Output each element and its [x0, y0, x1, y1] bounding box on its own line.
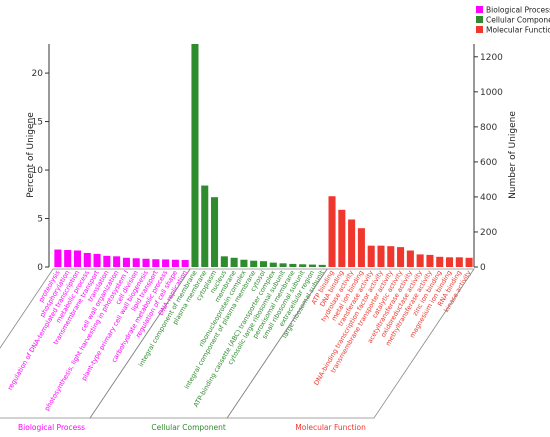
bar: [191, 44, 199, 267]
bar: [240, 259, 248, 267]
legend-label: Molecular Function: [486, 26, 550, 35]
bar: [250, 260, 258, 267]
bar: [465, 257, 473, 267]
bar: [220, 256, 228, 267]
right-tick-label: 200: [480, 228, 497, 238]
bar: [445, 257, 454, 267]
bar: [73, 250, 82, 267]
legend-label: Biological Process: [486, 6, 550, 15]
bar: [387, 246, 395, 267]
bar: [132, 258, 140, 267]
bar: [436, 256, 444, 267]
group-panels: Biological Process Cellular Component Mole…: [0, 268, 475, 432]
legend-swatch: [476, 6, 483, 13]
bar: [152, 259, 160, 267]
legend-swatch: [476, 26, 483, 33]
legend-swatch: [476, 16, 483, 23]
right-tick-label: 0: [480, 263, 486, 273]
bar: [367, 245, 375, 267]
right-tick-label: 1000: [480, 88, 503, 98]
bar: [54, 249, 62, 267]
bars: [54, 44, 473, 267]
left-tick-label: 20: [32, 69, 44, 79]
bar: [259, 261, 268, 267]
bar: [406, 250, 414, 267]
right-tick-label: 400: [480, 193, 497, 203]
bar: [357, 228, 365, 267]
left-tick-label: 10: [32, 166, 44, 176]
y-axis-title-right: Number of Unigene: [508, 111, 518, 199]
legend-label: Cellular Component: [486, 16, 550, 25]
bar: [162, 259, 170, 267]
bar: [113, 256, 121, 267]
group-label: Molecular Function: [295, 423, 366, 432]
right-tick-label: 800: [480, 123, 497, 133]
bar: [269, 262, 277, 267]
bar: [122, 257, 130, 267]
bar: [64, 250, 72, 267]
bar: [455, 257, 463, 267]
bar: [426, 254, 434, 267]
bar: [93, 253, 101, 267]
bar: [328, 196, 336, 267]
bar: [416, 254, 424, 267]
group-panel: [226, 268, 475, 419]
bar: [211, 197, 219, 267]
bar: [103, 255, 111, 267]
group-label: Cellular Component: [151, 423, 226, 432]
bar: [299, 264, 307, 267]
bar: [338, 209, 346, 267]
bar: [230, 257, 238, 267]
left-tick-label: 15: [32, 118, 43, 128]
bar: [201, 185, 209, 267]
right-tick-label: 600: [480, 158, 497, 168]
bar: [181, 260, 189, 267]
bar: [171, 259, 179, 267]
bar: [308, 264, 316, 267]
bar: [377, 245, 385, 267]
bar: [348, 219, 356, 267]
group-label: Biological Process: [18, 423, 85, 432]
y-axis-title-left: Percent of Unigene: [26, 112, 36, 198]
right-tick-label: 1200: [480, 53, 503, 63]
left-tick-label: 0: [37, 263, 43, 273]
bar: [83, 252, 91, 267]
bar: [279, 263, 287, 267]
bar: [142, 258, 150, 267]
bar: [318, 264, 326, 267]
bar: [397, 247, 405, 267]
left-tick-label: 5: [37, 215, 43, 225]
bar: [289, 263, 297, 267]
